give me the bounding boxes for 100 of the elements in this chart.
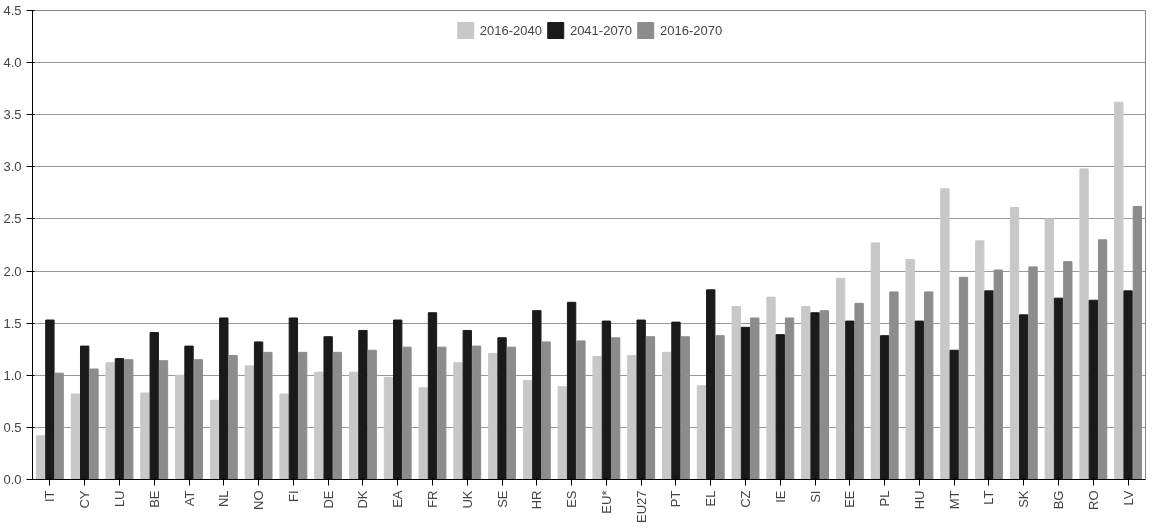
bar [228, 354, 238, 480]
x-tick-label: SK [1016, 490, 1032, 508]
bar [784, 317, 795, 480]
bar [314, 371, 324, 480]
x-tick-label: CY [77, 490, 93, 509]
x-tick-label: SE [494, 490, 510, 508]
bar [949, 349, 959, 480]
y-tick-label: 1.0 [3, 367, 22, 383]
x-tick-label: EU* [598, 490, 614, 514]
bar [576, 340, 586, 480]
bar [506, 346, 516, 480]
x-tick-label: HR [529, 490, 545, 510]
bar [1028, 266, 1038, 480]
y-tick-label: 0.0 [3, 472, 22, 487]
bar [453, 362, 463, 480]
x-tick-label: BG [1051, 490, 1067, 510]
y-tick-label: 3.0 [3, 159, 22, 175]
bar [914, 320, 925, 480]
bar [358, 329, 368, 480]
bar [488, 352, 498, 480]
bar [35, 435, 46, 480]
bar [1097, 239, 1108, 480]
bar [879, 335, 890, 480]
x-tick-label: EL [703, 490, 719, 507]
y-tick-label: 3.5 [3, 107, 22, 123]
bar [924, 291, 934, 480]
x-tick-label: CZ [738, 490, 754, 508]
bar [402, 346, 412, 480]
bar [819, 310, 830, 480]
bar [471, 345, 482, 480]
bar [958, 276, 969, 480]
bar [845, 320, 855, 480]
bar [219, 317, 229, 480]
bar [984, 290, 994, 480]
bar [332, 351, 343, 480]
bar [557, 386, 568, 480]
x-tick-label: LT [981, 490, 997, 505]
y-tick-label: 2.5 [3, 211, 22, 227]
bar [696, 385, 707, 480]
legend-label: 2016-2070 [660, 22, 723, 38]
bar [775, 334, 785, 480]
bar [566, 301, 577, 480]
bar [870, 242, 881, 480]
x-tick-label: MT [946, 490, 962, 510]
bar [680, 336, 690, 480]
bar [801, 305, 811, 480]
y-tick-label: 2.0 [3, 263, 22, 279]
bar [297, 351, 308, 480]
bar [636, 319, 646, 480]
bar [244, 365, 254, 480]
bar [80, 345, 90, 480]
bar [854, 302, 864, 480]
bar [740, 326, 751, 480]
x-tick-label: BE [146, 490, 162, 508]
bar [149, 332, 159, 480]
bar [905, 259, 915, 480]
x-tick-label: SI [807, 490, 823, 503]
bar [427, 312, 438, 480]
bar [1132, 205, 1143, 480]
bar [1088, 299, 1098, 480]
bar [383, 376, 394, 480]
bar [279, 393, 289, 480]
bar [1009, 206, 1020, 480]
bar [940, 188, 950, 480]
bar [348, 371, 359, 480]
bar [1044, 218, 1054, 480]
bar [662, 351, 672, 480]
bar [889, 291, 899, 480]
bar [437, 346, 447, 480]
x-tick-label: EU27 [633, 490, 649, 524]
bar [323, 336, 333, 480]
bar [601, 320, 612, 480]
bar [541, 341, 551, 480]
x-tick-label: NL [216, 490, 232, 508]
bar [810, 312, 820, 480]
bar [175, 374, 185, 480]
x-tick-label: EA [390, 490, 406, 508]
bar [671, 321, 681, 480]
bar [715, 335, 725, 480]
x-tick-label: DK [355, 490, 371, 509]
x-tick-label: UK [459, 490, 475, 509]
x-tick-label: PL [877, 490, 893, 507]
bar [462, 329, 472, 480]
bar [835, 277, 846, 480]
bar [766, 296, 776, 480]
x-tick-label: FR [424, 490, 440, 508]
bar [253, 341, 264, 480]
x-tick-label: IE [772, 490, 788, 503]
x-tick-label: IT [42, 490, 58, 503]
bar [1079, 168, 1089, 480]
x-tick-label: DE [320, 490, 336, 509]
x-tick-label: HU [911, 490, 927, 510]
x-tick-label: PT [668, 490, 684, 508]
y-tick-label: 4.0 [3, 55, 22, 71]
bar [497, 337, 507, 480]
bar [158, 360, 169, 480]
bar [522, 379, 533, 480]
bar [645, 336, 656, 480]
bar [114, 358, 125, 480]
bar [184, 345, 194, 480]
